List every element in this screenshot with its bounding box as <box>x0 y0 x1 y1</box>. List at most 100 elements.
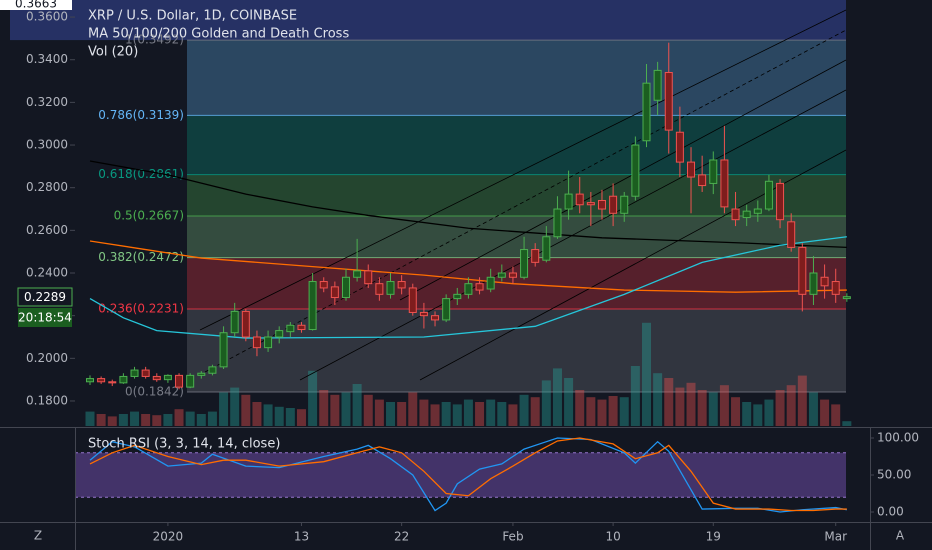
volume-bar <box>308 370 318 426</box>
candle-body <box>531 249 540 263</box>
channel-line <box>419 149 847 381</box>
channel-line <box>199 9 847 331</box>
candle-body <box>453 293 462 300</box>
volume-bar <box>708 392 718 426</box>
volume-bar <box>185 411 195 426</box>
fib-label: 1(0.3492) <box>125 33 184 47</box>
candle-body <box>97 378 106 383</box>
volume-bar <box>664 378 674 426</box>
candle-body <box>620 195 629 214</box>
candle-body <box>742 210 751 219</box>
candle-body <box>475 283 484 291</box>
candle-body <box>564 193 573 210</box>
y-tick-label: 0.2000 <box>26 351 68 365</box>
candle-body <box>230 310 239 334</box>
stoch-title: Stoch RSI (3, 3, 14, 14, close) <box>88 437 280 452</box>
candle-body <box>330 286 339 299</box>
background-layer <box>10 0 846 41</box>
candle-body <box>275 330 284 338</box>
candle-body <box>809 272 818 295</box>
x-tick-label: Mar <box>824 530 847 544</box>
volume-bar <box>263 404 273 426</box>
y-tick-label: 0.3000 <box>26 138 68 152</box>
x-tick-label: 22 <box>394 530 409 544</box>
fib-top-band <box>10 0 846 41</box>
candle-body <box>397 281 406 289</box>
fib-label: 0.5(0.2667) <box>114 209 184 223</box>
candle-body <box>252 336 261 349</box>
candle-body <box>163 374 172 381</box>
candle-body <box>575 193 584 206</box>
volume-bar <box>742 402 752 426</box>
fib-label: 0(0.1842) <box>125 385 184 399</box>
volume-bar <box>397 402 407 426</box>
candle-body <box>520 249 529 278</box>
volume-bar <box>764 399 774 426</box>
last-price-box <box>17 287 73 307</box>
candle-body <box>353 270 362 278</box>
volume-bar <box>118 414 128 426</box>
candle-body <box>764 180 773 210</box>
candle-body <box>364 270 373 285</box>
stoch-layer <box>75 437 847 513</box>
volume-bar <box>519 394 529 426</box>
study-title: MA 50/100/200 Golden and Death Cross <box>88 27 349 42</box>
x-tick-label: Feb <box>502 530 523 544</box>
fib-label: 0.236(0.2231) <box>98 302 184 316</box>
volume-bar <box>85 411 95 426</box>
volume-bar <box>152 415 162 426</box>
fib-label: 0.618(0.2861) <box>98 167 184 181</box>
volume-bar <box>363 394 373 426</box>
y-tick-label: 0.3600 <box>26 10 68 24</box>
volume-bar <box>697 390 707 426</box>
candle-body <box>675 131 684 163</box>
candle-body <box>408 287 417 313</box>
volume-bar <box>686 382 696 426</box>
volume-bar <box>419 399 429 426</box>
candle-body <box>464 283 473 295</box>
volume-bar <box>475 402 485 426</box>
candle-body <box>609 195 618 214</box>
volume-bar <box>352 384 362 426</box>
candle-body <box>486 276 495 290</box>
candle-body <box>375 283 384 295</box>
fib-zone <box>187 309 846 393</box>
candle-body <box>431 315 440 321</box>
volume-bar <box>408 392 418 426</box>
y-tick-label: 0.3200 <box>26 95 68 109</box>
fib-zone <box>187 115 846 175</box>
candle-body <box>753 208 762 214</box>
volume-bar <box>575 390 585 426</box>
y-tick-label: 0.2600 <box>26 223 68 237</box>
candle-layer <box>86 42 851 390</box>
candle-body <box>698 174 707 187</box>
chart-title: XRP / U.S. Dollar, 1D, COINBASE <box>88 9 297 24</box>
y-tick-label: 0.1800 <box>26 393 68 407</box>
candle-body <box>141 369 150 377</box>
candle-body <box>553 208 562 238</box>
candle-body <box>731 208 740 221</box>
candle-body <box>831 281 840 295</box>
volume-bar <box>341 392 351 426</box>
volume-title: Vol (20) <box>88 45 138 60</box>
candle-body <box>653 69 662 101</box>
volume-bar <box>797 375 807 426</box>
volume-bar <box>441 402 451 426</box>
corner-right[interactable]: A <box>896 529 905 543</box>
corner-left[interactable]: Z <box>34 529 42 543</box>
volume-bar <box>775 390 785 426</box>
channel-line <box>299 89 847 381</box>
candle-body <box>197 372 206 376</box>
volume-bar <box>831 404 841 426</box>
volume-bar <box>753 404 763 426</box>
volume-bar <box>619 397 629 426</box>
candle-body <box>130 369 139 377</box>
stoch-tick-label: 100.00 <box>877 430 919 444</box>
candle-body <box>186 374 195 388</box>
volume-bar <box>163 414 173 426</box>
volume-bar <box>820 399 830 426</box>
candle-body <box>386 281 395 295</box>
candle-body <box>820 276 829 287</box>
candle-body <box>219 332 228 368</box>
volume-bar <box>564 378 574 426</box>
